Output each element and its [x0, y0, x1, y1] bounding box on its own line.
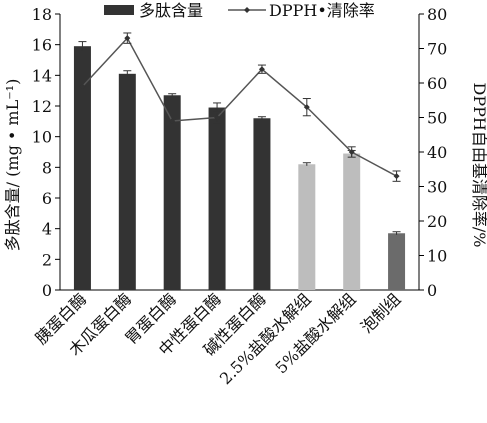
bar: [208, 107, 226, 291]
line-point: [303, 104, 310, 111]
line-point: [124, 35, 131, 42]
line-point: [79, 83, 86, 90]
line-point: [169, 117, 176, 124]
left-tick-label: 12: [32, 97, 52, 116]
left-tick-label: 4: [42, 220, 52, 239]
left-tick-label: 14: [32, 66, 52, 85]
left-axis-title: 多肽含量/ (mg • mL⁻¹): [3, 79, 22, 252]
bar: [253, 118, 271, 291]
bar: [298, 164, 316, 290]
left-tick-label: 2: [42, 250, 52, 269]
legend-line-marker: [244, 7, 250, 13]
right-tick-label: 0: [427, 281, 437, 300]
left-tick-label: 10: [32, 128, 52, 147]
right-tick-label: 10: [427, 247, 447, 266]
bar-series: [73, 41, 406, 291]
legend-bar-swatch: [104, 5, 134, 15]
legend-bar-label: 多肽含量: [139, 1, 203, 20]
legend: 多肽含量 DPPH•清除率: [104, 1, 375, 20]
left-tick-label: 0: [42, 281, 52, 300]
left-tick-label: 6: [42, 189, 52, 208]
bar: [388, 233, 406, 290]
line-point: [393, 173, 400, 180]
right-tick-label: 80: [427, 5, 447, 24]
left-tick-label: 8: [42, 158, 52, 177]
category-label: 泡制组: [357, 289, 404, 336]
line-series: [79, 32, 401, 182]
bar: [163, 95, 181, 291]
line-point: [214, 114, 221, 121]
left-tick-label: 18: [32, 5, 52, 24]
right-tick-label: 70: [427, 40, 447, 59]
bar: [73, 46, 91, 291]
left-axis-ticks: 0 2 4 6 8 10 12 14 16 18: [32, 5, 60, 300]
legend-line-label: DPPH•清除率: [269, 1, 375, 20]
category-labels: 胰蛋白酶木瓜蛋白酶胃蛋白酶中性蛋白酶碱性蛋白酶2.5%盐酸水解组5%盐酸水解组泡…: [32, 289, 405, 388]
plot-area: [59, 14, 420, 291]
right-axis-title: DPPH自由基清除率/%: [470, 83, 487, 248]
left-tick-label: 16: [32, 36, 52, 55]
line-point: [348, 149, 355, 155]
right-tick-label: 50: [427, 109, 447, 128]
right-tick-label: 20: [427, 212, 447, 231]
bar: [118, 73, 136, 290]
category-label: 5%盐酸水解组: [272, 289, 360, 377]
right-tick-label: 30: [427, 178, 447, 197]
right-tick-label: 60: [427, 74, 447, 93]
line-path: [81, 36, 397, 177]
bar: [343, 153, 361, 290]
right-axis-ticks: 0 10 20 30 40 50 60 70 80: [419, 5, 447, 300]
line-point: [258, 66, 265, 73]
right-tick-label: 40: [427, 143, 447, 162]
